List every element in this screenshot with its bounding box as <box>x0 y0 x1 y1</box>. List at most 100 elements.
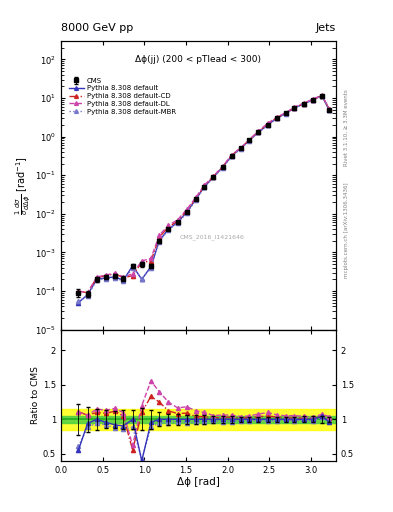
Pythia 8.308 default-CD <box>265 121 270 127</box>
Pythia 8.308 default <box>194 196 198 202</box>
Pythia 8.308 default-CD <box>121 275 126 281</box>
Pythia 8.308 default-DL <box>327 106 332 112</box>
Pythia 8.308 default-MBR <box>194 197 198 203</box>
Pythia 8.308 default <box>301 101 306 107</box>
Pythia 8.308 default-CD <box>292 104 297 111</box>
Text: Δϕ(jj) (200 < pTlead < 300): Δϕ(jj) (200 < pTlead < 300) <box>136 55 261 65</box>
Pythia 8.308 default-DL <box>265 120 270 126</box>
Pythia 8.308 default-MBR <box>239 145 243 152</box>
Pythia 8.308 default <box>157 238 162 244</box>
Pythia 8.308 default-CD <box>220 164 225 170</box>
Pythia 8.308 default-DL <box>220 163 225 169</box>
Pythia 8.308 default-DL <box>175 217 180 223</box>
Legend: CMS, Pythia 8.308 default, Pythia 8.308 default-CD, Pythia 8.308 default-DL, Pyt: CMS, Pythia 8.308 default, Pythia 8.308 … <box>67 76 177 116</box>
Pythia 8.308 default <box>310 97 315 103</box>
Y-axis label: $\frac{1}{\sigma}\frac{d\sigma}{d\Delta\phi}$ [rad$^{-1}$]: $\frac{1}{\sigma}\frac{d\sigma}{d\Delta\… <box>13 156 32 215</box>
Pythia 8.308 default-DL <box>149 255 153 262</box>
Pythia 8.308 default-MBR <box>256 130 261 136</box>
Pythia 8.308 default <box>85 292 90 298</box>
Pythia 8.308 default-MBR <box>202 184 207 190</box>
Pythia 8.308 default-CD <box>301 101 306 107</box>
Pythia 8.308 default-MBR <box>140 275 144 282</box>
Pythia 8.308 default-DL <box>121 274 126 280</box>
Pythia 8.308 default <box>327 107 332 113</box>
Pythia 8.308 default-CD <box>104 272 108 279</box>
Pythia 8.308 default-DL <box>211 173 216 179</box>
Pythia 8.308 default <box>230 153 234 159</box>
Pythia 8.308 default <box>220 164 225 170</box>
Pythia 8.308 default-CD <box>149 258 153 264</box>
Pythia 8.308 default <box>265 122 270 128</box>
Pythia 8.308 default-CD <box>274 115 279 121</box>
Text: CMS_2016_I1421646: CMS_2016_I1421646 <box>180 234 245 240</box>
Pythia 8.308 default-DL <box>113 270 118 276</box>
Pythia 8.308 default-DL <box>274 114 279 120</box>
Pythia 8.308 default <box>292 105 297 111</box>
Pythia 8.308 default-CD <box>85 290 90 296</box>
Pythia 8.308 default-DL <box>320 92 324 98</box>
Pythia 8.308 default-CD <box>113 271 118 277</box>
Pythia 8.308 default <box>184 209 189 215</box>
Pythia 8.308 default-MBR <box>76 298 81 304</box>
Pythia 8.308 default-DL <box>76 288 81 294</box>
Pythia 8.308 default-CD <box>284 110 288 116</box>
Line: Pythia 8.308 default-MBR: Pythia 8.308 default-MBR <box>76 94 331 303</box>
Text: mcplots.cern.ch [arXiv:1306.3436]: mcplots.cern.ch [arXiv:1306.3436] <box>344 183 349 278</box>
Pythia 8.308 default-MBR <box>166 227 171 233</box>
Pythia 8.308 default <box>274 115 279 121</box>
Pythia 8.308 default-MBR <box>175 220 180 226</box>
Pythia 8.308 default-MBR <box>130 265 135 271</box>
Pythia 8.308 default-CD <box>76 288 81 294</box>
Pythia 8.308 default-CD <box>94 275 99 281</box>
Text: Jets: Jets <box>316 23 336 33</box>
Pythia 8.308 default-CD <box>320 93 324 99</box>
Pythia 8.308 default-MBR <box>274 115 279 121</box>
Pythia 8.308 default-DL <box>310 96 315 102</box>
Pythia 8.308 default-MBR <box>121 278 126 284</box>
Pythia 8.308 default <box>166 226 171 232</box>
Pythia 8.308 default <box>94 276 99 283</box>
Pythia 8.308 default-MBR <box>247 138 252 144</box>
Pythia 8.308 default-CD <box>194 196 198 202</box>
Pythia 8.308 default-DL <box>94 274 99 280</box>
Pythia 8.308 default-DL <box>166 222 171 228</box>
Pythia 8.308 default-MBR <box>310 97 315 103</box>
Pythia 8.308 default-MBR <box>284 111 288 117</box>
Pythia 8.308 default-MBR <box>230 153 234 159</box>
Pythia 8.308 default <box>140 276 144 283</box>
Pythia 8.308 default-MBR <box>94 277 99 283</box>
Pythia 8.308 default-DL <box>230 152 234 158</box>
Pythia 8.308 default-CD <box>327 106 332 112</box>
Pythia 8.308 default-MBR <box>149 265 153 271</box>
Pythia 8.308 default <box>284 110 288 116</box>
Pythia 8.308 default-MBR <box>301 101 306 108</box>
Pythia 8.308 default-CD <box>239 145 243 151</box>
Pythia 8.308 default-CD <box>175 218 180 224</box>
Pythia 8.308 default-MBR <box>220 165 225 171</box>
Pythia 8.308 default-DL <box>157 232 162 238</box>
Pythia 8.308 default <box>113 274 118 280</box>
Pythia 8.308 default-CD <box>157 234 162 240</box>
Pythia 8.308 default-MBR <box>292 105 297 112</box>
Pythia 8.308 default-DL <box>247 136 252 142</box>
Pythia 8.308 default-DL <box>184 206 189 212</box>
Pythia 8.308 default-CD <box>202 183 207 189</box>
Pythia 8.308 default <box>130 263 135 269</box>
Pythia 8.308 default <box>202 184 207 190</box>
Pythia 8.308 default-MBR <box>113 275 118 281</box>
Pythia 8.308 default-CD <box>130 272 135 279</box>
Pythia 8.308 default-DL <box>284 110 288 116</box>
Text: 8000 GeV pp: 8000 GeV pp <box>61 23 133 33</box>
Line: Pythia 8.308 default-DL: Pythia 8.308 default-DL <box>76 93 331 295</box>
Pythia 8.308 default-MBR <box>104 275 108 282</box>
Pythia 8.308 default-MBR <box>327 107 332 113</box>
Pythia 8.308 default <box>175 219 180 225</box>
X-axis label: Δϕ [rad]: Δϕ [rad] <box>177 477 220 487</box>
Pythia 8.308 default-CD <box>140 260 144 266</box>
Pythia 8.308 default <box>247 137 252 143</box>
Pythia 8.308 default-DL <box>256 128 261 134</box>
Pythia 8.308 default-DL <box>202 182 207 188</box>
Pythia 8.308 default-DL <box>85 290 90 296</box>
Pythia 8.308 default-CD <box>230 152 234 158</box>
Pythia 8.308 default-DL <box>292 104 297 110</box>
